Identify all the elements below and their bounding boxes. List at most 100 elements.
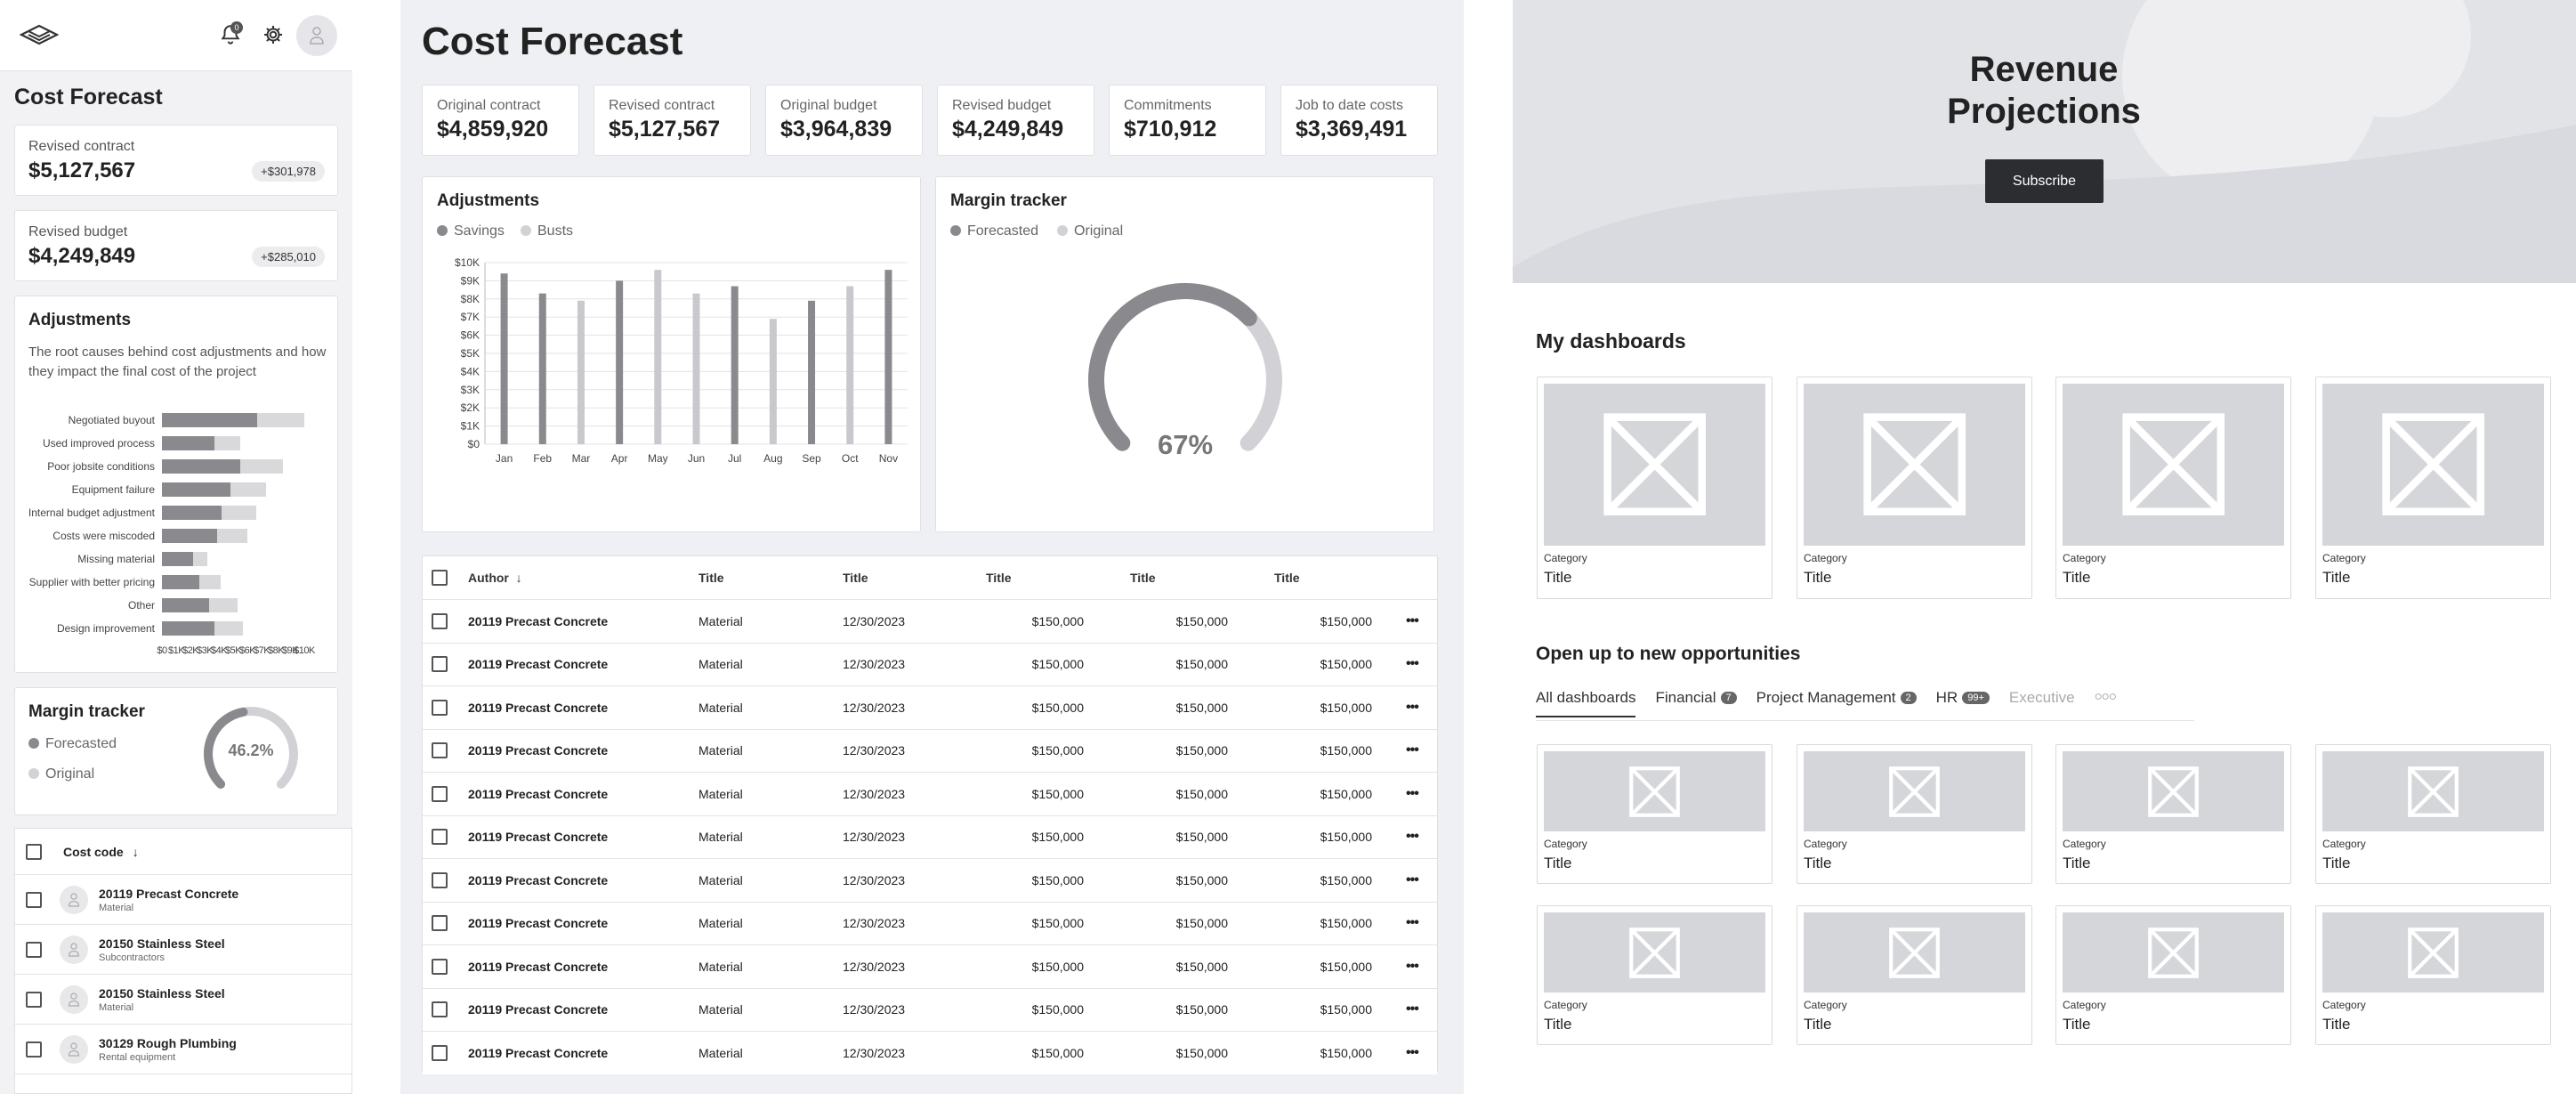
busts-bar[interactable] (846, 286, 854, 444)
more-icon[interactable]: ••• (1406, 612, 1419, 628)
row-checkbox[interactable] (26, 941, 42, 958)
more-icon[interactable]: ••• (1406, 958, 1419, 974)
dashboard-tile[interactable]: Category Title (1797, 377, 2032, 599)
row-checkbox[interactable] (432, 915, 448, 932)
subscribe-button[interactable]: Subscribe (1985, 159, 2104, 203)
more-icon[interactable]: ••• (1406, 915, 1419, 931)
table-cell: 12/30/2023 (843, 743, 906, 758)
more-tabs-icon[interactable]: ○○○ (2094, 689, 2117, 704)
savings-bar[interactable] (884, 270, 892, 444)
table-row[interactable]: 20119 Precast Concrete Material 12/30/2023… (423, 901, 1437, 944)
table-row[interactable]: 20119 Precast Concrete Material 12/30/2023… (423, 1031, 1437, 1074)
table-row[interactable]: 20119 Precast Concrete Material 12/30/2023… (423, 987, 1437, 1031)
dashboard-tile[interactable]: Category Title (2055, 744, 2291, 884)
dashboard-tile[interactable]: Category Title (2055, 905, 2291, 1045)
page-title: Cost Forecast (422, 20, 683, 63)
table-row[interactable]: 20119 Precast Concrete Material 12/30/2023… (423, 944, 1437, 988)
more-icon[interactable]: ••• (1406, 871, 1419, 887)
dashboard-tile[interactable]: Category Title (2315, 377, 2551, 599)
title-header[interactable]: Title (1130, 571, 1156, 585)
avatar[interactable] (296, 15, 337, 56)
row-checkbox[interactable] (432, 871, 448, 888)
dashboard-tile[interactable]: Category Title (2315, 744, 2551, 884)
savings-bar[interactable] (538, 293, 546, 444)
title-header[interactable]: Title (1274, 571, 1300, 585)
kpi-card[interactable]: Original contract $4,859,920 (422, 85, 579, 156)
savings-bar[interactable] (500, 273, 508, 444)
more-icon[interactable]: ••• (1406, 1044, 1419, 1060)
select-all-checkbox[interactable] (26, 843, 42, 860)
table-row[interactable]: 20119 Precast Concrete Material 12/30/2023… (423, 814, 1437, 858)
row-checkbox[interactable] (432, 958, 448, 975)
more-icon[interactable]: ••• (1406, 742, 1419, 758)
table-cell: Material (699, 872, 743, 887)
row-checkbox[interactable] (26, 891, 42, 908)
kpi-card[interactable]: Job to date costs $3,369,491 (1280, 85, 1438, 156)
logo-icon[interactable] (20, 24, 59, 47)
row-checkbox[interactable] (432, 1001, 448, 1018)
row-checkbox[interactable] (432, 612, 448, 629)
dashboard-tile[interactable]: Category Title (2055, 377, 2291, 599)
tab-executive[interactable]: Executive (2009, 689, 2075, 716)
row-checkbox[interactable] (432, 829, 448, 846)
dashboard-tile[interactable]: Category Title (1797, 744, 2032, 884)
more-icon[interactable]: ••• (1406, 829, 1419, 845)
busts-bar[interactable] (577, 300, 585, 444)
busts-bar[interactable] (654, 270, 662, 444)
list-item-sub: Rental equipment (99, 1051, 176, 1063)
table-row[interactable]: 20119 Precast Concrete Material 12/30/2023… (423, 772, 1437, 815)
dashboard-tile[interactable]: Category Title (1797, 905, 2032, 1045)
row-checkbox[interactable] (432, 656, 448, 673)
more-icon[interactable]: ••• (1406, 785, 1419, 801)
bar-row: Missing material (15, 547, 304, 571)
table-row[interactable]: 20119 Precast Concrete Material 12/30/2023… (423, 728, 1437, 772)
row-checkbox[interactable] (432, 699, 448, 716)
kpi-card[interactable]: Commitments $710,912 (1109, 85, 1266, 156)
more-icon[interactable]: ••• (1406, 1001, 1419, 1017)
table-row[interactable]: 20119 Precast Concrete Material 12/30/2023… (423, 858, 1437, 902)
tab-financial[interactable]: Financial 7 (1655, 689, 1737, 716)
tab-hr[interactable]: HR 99+ (1936, 689, 1990, 716)
row-checkbox[interactable] (432, 1044, 448, 1061)
row-checkbox[interactable] (26, 991, 42, 1008)
sort-arrow-icon[interactable]: ↓ (512, 571, 522, 585)
title-header[interactable]: Title (843, 571, 868, 585)
kpi-card[interactable]: Original budget $3,964,839 (765, 85, 923, 156)
select-all-checkbox[interactable] (432, 570, 448, 586)
table-row[interactable]: 20119 Precast Concrete Material 12/30/2023… (423, 685, 1437, 729)
bell-icon[interactable]: 0 (219, 21, 243, 46)
title-header[interactable]: Title (699, 571, 724, 585)
dashboard-tile[interactable]: Category Title (1537, 905, 1773, 1045)
revised-contract-card[interactable]: Revised contract $5,127,567 +$301,978 (14, 125, 338, 196)
gear-icon[interactable] (262, 24, 284, 45)
row-checkbox[interactable] (432, 742, 448, 759)
table-row[interactable]: 20119 Precast Concrete Material 12/30/2023… (423, 599, 1437, 643)
list-item[interactable]: 20150 Stainless Steel Material (15, 975, 351, 1025)
list-item[interactable]: 20150 Stainless Steel Subcontractors (15, 925, 351, 975)
cost-code-header[interactable]: Cost code (63, 844, 124, 859)
table-row[interactable]: 20119 Precast Concrete Material 12/30/2023… (423, 642, 1437, 685)
title-header[interactable]: Title (986, 571, 1012, 585)
list-item[interactable]: 20119 Precast Concrete Material (15, 875, 351, 925)
savings-bar[interactable] (616, 280, 624, 444)
avatar (60, 935, 88, 964)
dashboard-tile[interactable]: Category Title (1537, 744, 1773, 884)
dashboard-tile[interactable]: Category Title (1537, 377, 1773, 599)
kpi-card[interactable]: Revised budget $4,249,849 (937, 85, 1094, 156)
row-checkbox[interactable] (26, 1041, 42, 1058)
list-item[interactable]: 30129 Rough Plumbing Rental equipment (15, 1025, 351, 1074)
dashboard-tile[interactable]: Category Title (2315, 905, 2551, 1045)
tab-project-management[interactable]: Project Management 2 (1756, 689, 1917, 716)
revised-budget-card[interactable]: Revised budget $4,249,849 +$285,010 (14, 210, 338, 281)
author-header[interactable]: Author ↓ (468, 571, 522, 585)
more-icon[interactable]: ••• (1406, 699, 1419, 715)
sort-arrow-icon[interactable]: ↓ (132, 844, 139, 859)
savings-bar[interactable] (731, 286, 739, 444)
row-checkbox[interactable] (432, 785, 448, 802)
busts-bar[interactable] (692, 293, 700, 444)
kpi-card[interactable]: Revised contract $5,127,567 (594, 85, 751, 156)
savings-bar[interactable] (808, 300, 816, 444)
tab-all-dashboards[interactable]: All dashboards (1536, 689, 1636, 717)
busts-bar[interactable] (769, 319, 777, 444)
more-icon[interactable]: ••• (1406, 656, 1419, 672)
